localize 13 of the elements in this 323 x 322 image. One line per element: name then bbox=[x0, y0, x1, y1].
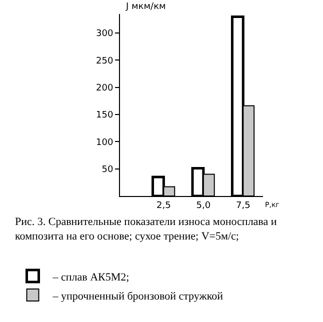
y-tick-label: 250 bbox=[96, 56, 114, 66]
legend-label: – упрочненный бронзовой стружкой bbox=[52, 290, 224, 302]
y-tick-label: 300 bbox=[96, 29, 114, 40]
y-tick-label: 50 bbox=[102, 164, 114, 175]
y-tick-label: 150 bbox=[96, 110, 114, 121]
y-tick-label: 100 bbox=[96, 138, 114, 148]
y-axis-title: J мкм/км bbox=[125, 2, 166, 12]
text: Рис. 3. Сравнительные показатели износа моносплава и композита на его основе; сухое трение; V=5м/с; bbox=[15, 216, 277, 242]
legend-label: – сплав АК5М2; bbox=[52, 271, 130, 284]
x-tick-label: 2,5 bbox=[156, 200, 171, 211]
y-tick-label: 200 bbox=[96, 83, 114, 94]
x-tick-label: 5,0 bbox=[196, 200, 211, 211]
x-tick-label: 7,5 bbox=[236, 200, 250, 211]
